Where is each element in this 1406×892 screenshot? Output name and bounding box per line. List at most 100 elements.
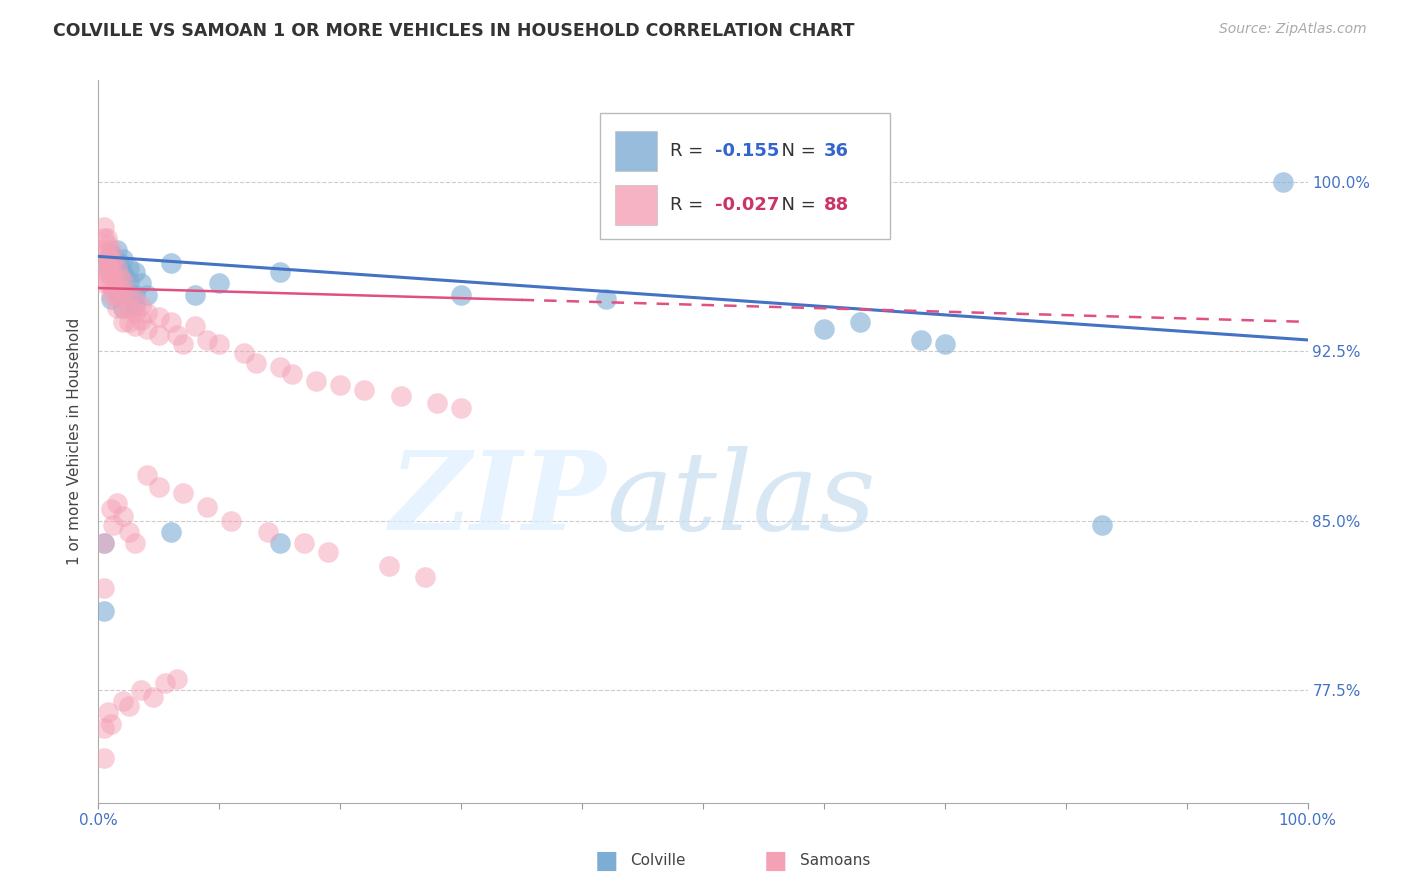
Point — [111, 252, 134, 266]
Point — [101, 283, 124, 297]
Point — [96, 247, 118, 261]
Point — [105, 243, 128, 257]
Point — [101, 269, 124, 284]
Point — [100, 716, 122, 731]
Point — [108, 256, 131, 270]
Point — [129, 299, 152, 313]
Point — [281, 367, 304, 381]
Point — [101, 518, 124, 533]
Point — [245, 355, 267, 369]
Text: 88: 88 — [824, 196, 849, 214]
Text: Colville: Colville — [630, 853, 686, 868]
Point — [105, 301, 128, 316]
Text: Samoans: Samoans — [800, 853, 870, 868]
Point — [135, 306, 157, 320]
Point — [111, 509, 134, 524]
Point — [93, 604, 115, 618]
Point — [124, 536, 146, 550]
Point — [316, 545, 339, 559]
Point — [166, 328, 188, 343]
Point — [195, 333, 218, 347]
Point — [100, 265, 122, 279]
Point — [292, 536, 315, 550]
Point — [105, 495, 128, 509]
Point — [389, 389, 412, 403]
Point — [93, 277, 115, 291]
Point — [129, 312, 152, 326]
Text: ■: ■ — [763, 848, 787, 872]
Point — [97, 277, 120, 291]
Point — [105, 287, 128, 301]
Point — [111, 301, 134, 316]
Point — [97, 238, 120, 252]
Point — [100, 247, 122, 261]
Point — [100, 287, 122, 301]
Point — [124, 299, 146, 313]
Point — [135, 287, 157, 301]
Point — [124, 293, 146, 307]
Point — [105, 283, 128, 297]
Point — [195, 500, 218, 514]
Point — [118, 287, 141, 301]
Point — [129, 682, 152, 697]
Point — [100, 243, 122, 257]
Point — [93, 231, 115, 245]
Text: atlas: atlas — [606, 446, 876, 553]
Point — [97, 265, 120, 279]
Point — [305, 374, 328, 388]
Point — [101, 260, 124, 275]
Point — [105, 269, 128, 284]
Point — [450, 401, 472, 415]
Point — [160, 256, 183, 270]
Point — [849, 315, 872, 329]
FancyBboxPatch shape — [614, 131, 657, 170]
Point — [97, 252, 120, 266]
Point — [221, 514, 243, 528]
Point — [353, 383, 375, 397]
Point — [108, 269, 131, 284]
Point — [118, 287, 141, 301]
Point — [111, 274, 134, 288]
Point — [595, 293, 617, 307]
Point — [105, 274, 128, 288]
Point — [148, 328, 170, 343]
Point — [111, 301, 134, 316]
Point — [100, 502, 122, 516]
Point — [269, 265, 291, 279]
Point — [118, 524, 141, 539]
Point — [118, 698, 141, 713]
Point — [256, 524, 278, 539]
Point — [93, 254, 115, 268]
Y-axis label: 1 or more Vehicles in Household: 1 or more Vehicles in Household — [67, 318, 83, 566]
Point — [160, 524, 183, 539]
Point — [93, 243, 115, 257]
Point — [93, 259, 115, 273]
Point — [124, 319, 146, 334]
Point — [813, 321, 835, 335]
Text: Source: ZipAtlas.com: Source: ZipAtlas.com — [1219, 22, 1367, 37]
Point — [135, 468, 157, 483]
Point — [118, 315, 141, 329]
Point — [124, 306, 146, 320]
Point — [269, 359, 291, 374]
Point — [129, 277, 152, 291]
Point — [118, 260, 141, 275]
Point — [153, 676, 176, 690]
Point — [208, 277, 231, 291]
Point — [135, 321, 157, 335]
Point — [114, 269, 136, 284]
Point — [93, 582, 115, 596]
Point — [450, 287, 472, 301]
FancyBboxPatch shape — [600, 112, 890, 239]
Point — [100, 254, 122, 268]
Point — [934, 337, 956, 351]
Point — [172, 486, 194, 500]
Point — [111, 315, 134, 329]
Point — [100, 293, 122, 307]
Text: ZIP: ZIP — [389, 446, 606, 553]
Point — [208, 337, 231, 351]
Point — [184, 319, 207, 334]
Point — [160, 315, 183, 329]
Point — [1091, 518, 1114, 533]
Point — [142, 690, 165, 704]
